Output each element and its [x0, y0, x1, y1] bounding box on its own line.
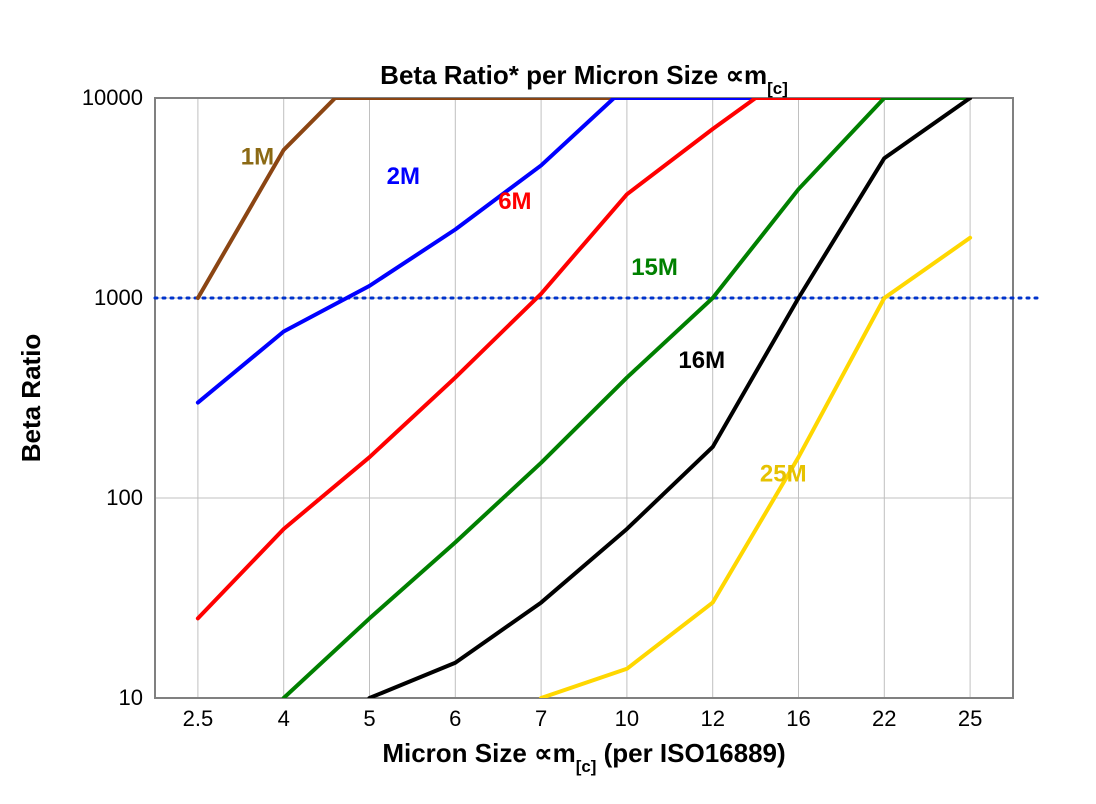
- x-tick-label: 10: [615, 706, 639, 731]
- x-tick-label: 7: [535, 706, 547, 731]
- x-tick-label: 12: [700, 706, 724, 731]
- series-label-25m: 25M: [760, 461, 807, 488]
- x-tick-label: 2.5: [183, 706, 214, 731]
- y-tick-label: 10: [119, 685, 143, 710]
- y-tick-label: 100: [106, 485, 143, 510]
- y-tick-label: 10000: [82, 85, 143, 110]
- series-label-2m: 2M: [387, 163, 420, 190]
- x-tick-label: 4: [278, 706, 290, 731]
- series-label-6m: 6M: [498, 188, 531, 215]
- y-tick-label: 1000: [94, 285, 143, 310]
- series-label-1m: 1M: [241, 144, 274, 171]
- series-label-15m: 15M: [631, 254, 678, 281]
- y-axis-label: Beta Ratio: [16, 334, 46, 463]
- beta-ratio-chart: 1M 2M 6M 15M 16M 25M 2.5 4 5 6 7 10 12 16 22 25 10 100 100…: [0, 0, 1096, 804]
- x-tick-label: 22: [872, 706, 896, 731]
- x-tick-label: 25: [958, 706, 982, 731]
- x-tick-label: 6: [449, 706, 461, 731]
- x-tick-label: 5: [363, 706, 375, 731]
- series-label-16m: 16M: [678, 347, 725, 374]
- x-tick-label: 16: [786, 706, 810, 731]
